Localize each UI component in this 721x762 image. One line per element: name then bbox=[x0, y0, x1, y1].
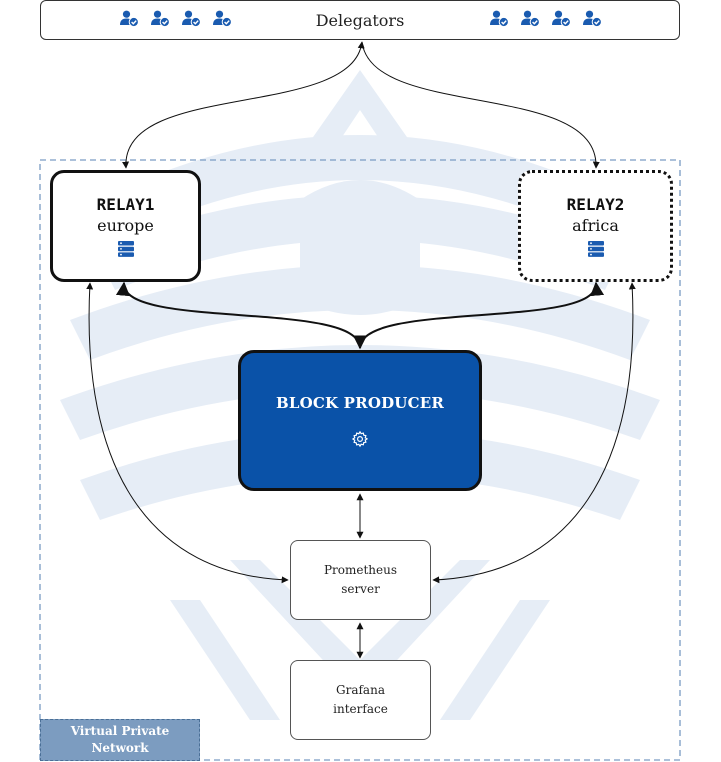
block-producer-name: BLOCK PRODUCER bbox=[275, 393, 445, 412]
block-producer-node: BLOCK PRODUCER bbox=[238, 350, 482, 491]
delegators-box: Delegators bbox=[40, 0, 680, 40]
user-check-icon bbox=[583, 10, 602, 28]
user-check-icon bbox=[490, 10, 509, 28]
user-check-icon bbox=[521, 10, 540, 28]
vpn-label-line2: Network bbox=[91, 741, 149, 755]
prometheus-line2: server bbox=[341, 582, 380, 596]
delegators-label: Delegators bbox=[315, 10, 405, 30]
user-check-icon bbox=[182, 10, 201, 28]
user-check-icon bbox=[151, 10, 170, 28]
prometheus-line1: Prometheus bbox=[323, 563, 398, 577]
grafana-node: Grafana interface bbox=[290, 660, 431, 740]
delegator-icons-right bbox=[490, 10, 602, 28]
connector-relay2-prometheus bbox=[432, 282, 636, 584]
gear-icon bbox=[351, 430, 369, 447]
vpn-label: Virtual Private Network bbox=[40, 719, 200, 761]
user-check-icon bbox=[120, 10, 139, 28]
delegator-icons-left bbox=[120, 10, 232, 28]
relay1-region: europe bbox=[97, 216, 154, 235]
server-icon bbox=[587, 241, 604, 257]
relay2-node: RELAY2 africa bbox=[518, 170, 673, 282]
relay2-name: RELAY2 bbox=[566, 195, 625, 214]
connector-relay1-prometheus bbox=[86, 282, 289, 584]
server-icon bbox=[117, 241, 134, 257]
prometheus-node: Prometheus server bbox=[290, 540, 431, 620]
relay1-node: RELAY1 europe bbox=[50, 170, 201, 282]
grafana-line2: interface bbox=[333, 702, 388, 716]
user-check-icon bbox=[552, 10, 571, 28]
relay1-name: RELAY1 bbox=[96, 195, 155, 214]
relay2-region: africa bbox=[572, 216, 619, 235]
connector-delegators-relay1 bbox=[122, 41, 365, 169]
user-check-icon bbox=[213, 10, 232, 28]
grafana-line1: Grafana bbox=[336, 683, 385, 697]
vpn-label-line1: Virtual Private bbox=[70, 724, 170, 738]
connector-delegators-relay2 bbox=[361, 41, 600, 169]
